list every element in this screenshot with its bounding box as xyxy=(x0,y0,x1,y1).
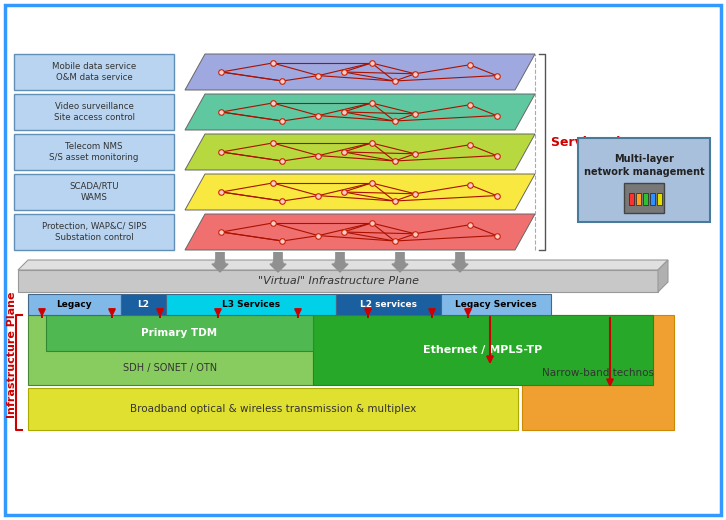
Text: Broadband optical & wireless transmission & multiplex: Broadband optical & wireless transmissio… xyxy=(130,404,416,414)
FancyBboxPatch shape xyxy=(636,193,641,205)
Polygon shape xyxy=(185,94,535,130)
Text: Mobile data service
O&M data service: Mobile data service O&M data service xyxy=(52,62,136,82)
Text: Telecom NMS
S/S asset monitoring: Telecom NMS S/S asset monitoring xyxy=(49,142,139,162)
FancyBboxPatch shape xyxy=(643,193,648,205)
FancyBboxPatch shape xyxy=(121,294,166,315)
Text: "Virtual" Infrastructure Plane: "Virtual" Infrastructure Plane xyxy=(258,276,418,286)
FancyArrow shape xyxy=(332,262,348,272)
FancyArrow shape xyxy=(270,262,286,272)
FancyBboxPatch shape xyxy=(28,315,313,385)
Text: SDH / SONET / OTN: SDH / SONET / OTN xyxy=(123,363,218,373)
Text: Infrastructure Plane: Infrastructure Plane xyxy=(7,292,17,418)
FancyBboxPatch shape xyxy=(14,214,174,250)
Text: Service Plane: Service Plane xyxy=(551,136,646,149)
FancyBboxPatch shape xyxy=(28,388,518,430)
Text: Primary TDM: Primary TDM xyxy=(142,328,218,338)
Polygon shape xyxy=(185,214,535,250)
FancyBboxPatch shape xyxy=(5,5,721,515)
FancyBboxPatch shape xyxy=(14,54,174,90)
FancyArrow shape xyxy=(452,262,468,272)
FancyBboxPatch shape xyxy=(336,294,441,315)
FancyBboxPatch shape xyxy=(28,294,121,315)
Polygon shape xyxy=(185,174,535,210)
Text: L2: L2 xyxy=(137,300,149,309)
Polygon shape xyxy=(658,260,668,292)
FancyBboxPatch shape xyxy=(578,138,710,222)
FancyBboxPatch shape xyxy=(441,294,551,315)
FancyBboxPatch shape xyxy=(657,193,662,205)
FancyArrow shape xyxy=(212,262,228,272)
FancyArrow shape xyxy=(392,262,408,272)
Text: Legacy Services: Legacy Services xyxy=(455,300,537,309)
FancyBboxPatch shape xyxy=(522,315,674,430)
Text: L3 Services: L3 Services xyxy=(221,300,280,309)
Text: Legacy: Legacy xyxy=(57,300,92,309)
FancyBboxPatch shape xyxy=(46,315,313,352)
Polygon shape xyxy=(185,134,535,170)
Text: Narrow-band technos: Narrow-band technos xyxy=(542,368,654,378)
FancyBboxPatch shape xyxy=(313,315,653,385)
FancyBboxPatch shape xyxy=(14,94,174,130)
Polygon shape xyxy=(185,54,535,90)
Text: Protection, WAP&C/ SIPS
Substation control: Protection, WAP&C/ SIPS Substation contr… xyxy=(41,222,147,242)
Text: SCADA/RTU
WAMS: SCADA/RTU WAMS xyxy=(69,182,119,202)
FancyBboxPatch shape xyxy=(624,183,664,213)
Text: Ethernet / MPLS-TP: Ethernet / MPLS-TP xyxy=(423,345,542,355)
FancyBboxPatch shape xyxy=(629,193,634,205)
Polygon shape xyxy=(18,260,668,270)
FancyBboxPatch shape xyxy=(14,134,174,170)
FancyBboxPatch shape xyxy=(166,294,336,315)
FancyBboxPatch shape xyxy=(14,174,174,210)
Text: Multi-layer
network management: Multi-layer network management xyxy=(584,154,704,177)
Polygon shape xyxy=(18,270,658,292)
Text: L2 services: L2 services xyxy=(360,300,417,309)
Text: Video surveillance
Site access control: Video surveillance Site access control xyxy=(54,102,134,122)
FancyBboxPatch shape xyxy=(650,193,655,205)
